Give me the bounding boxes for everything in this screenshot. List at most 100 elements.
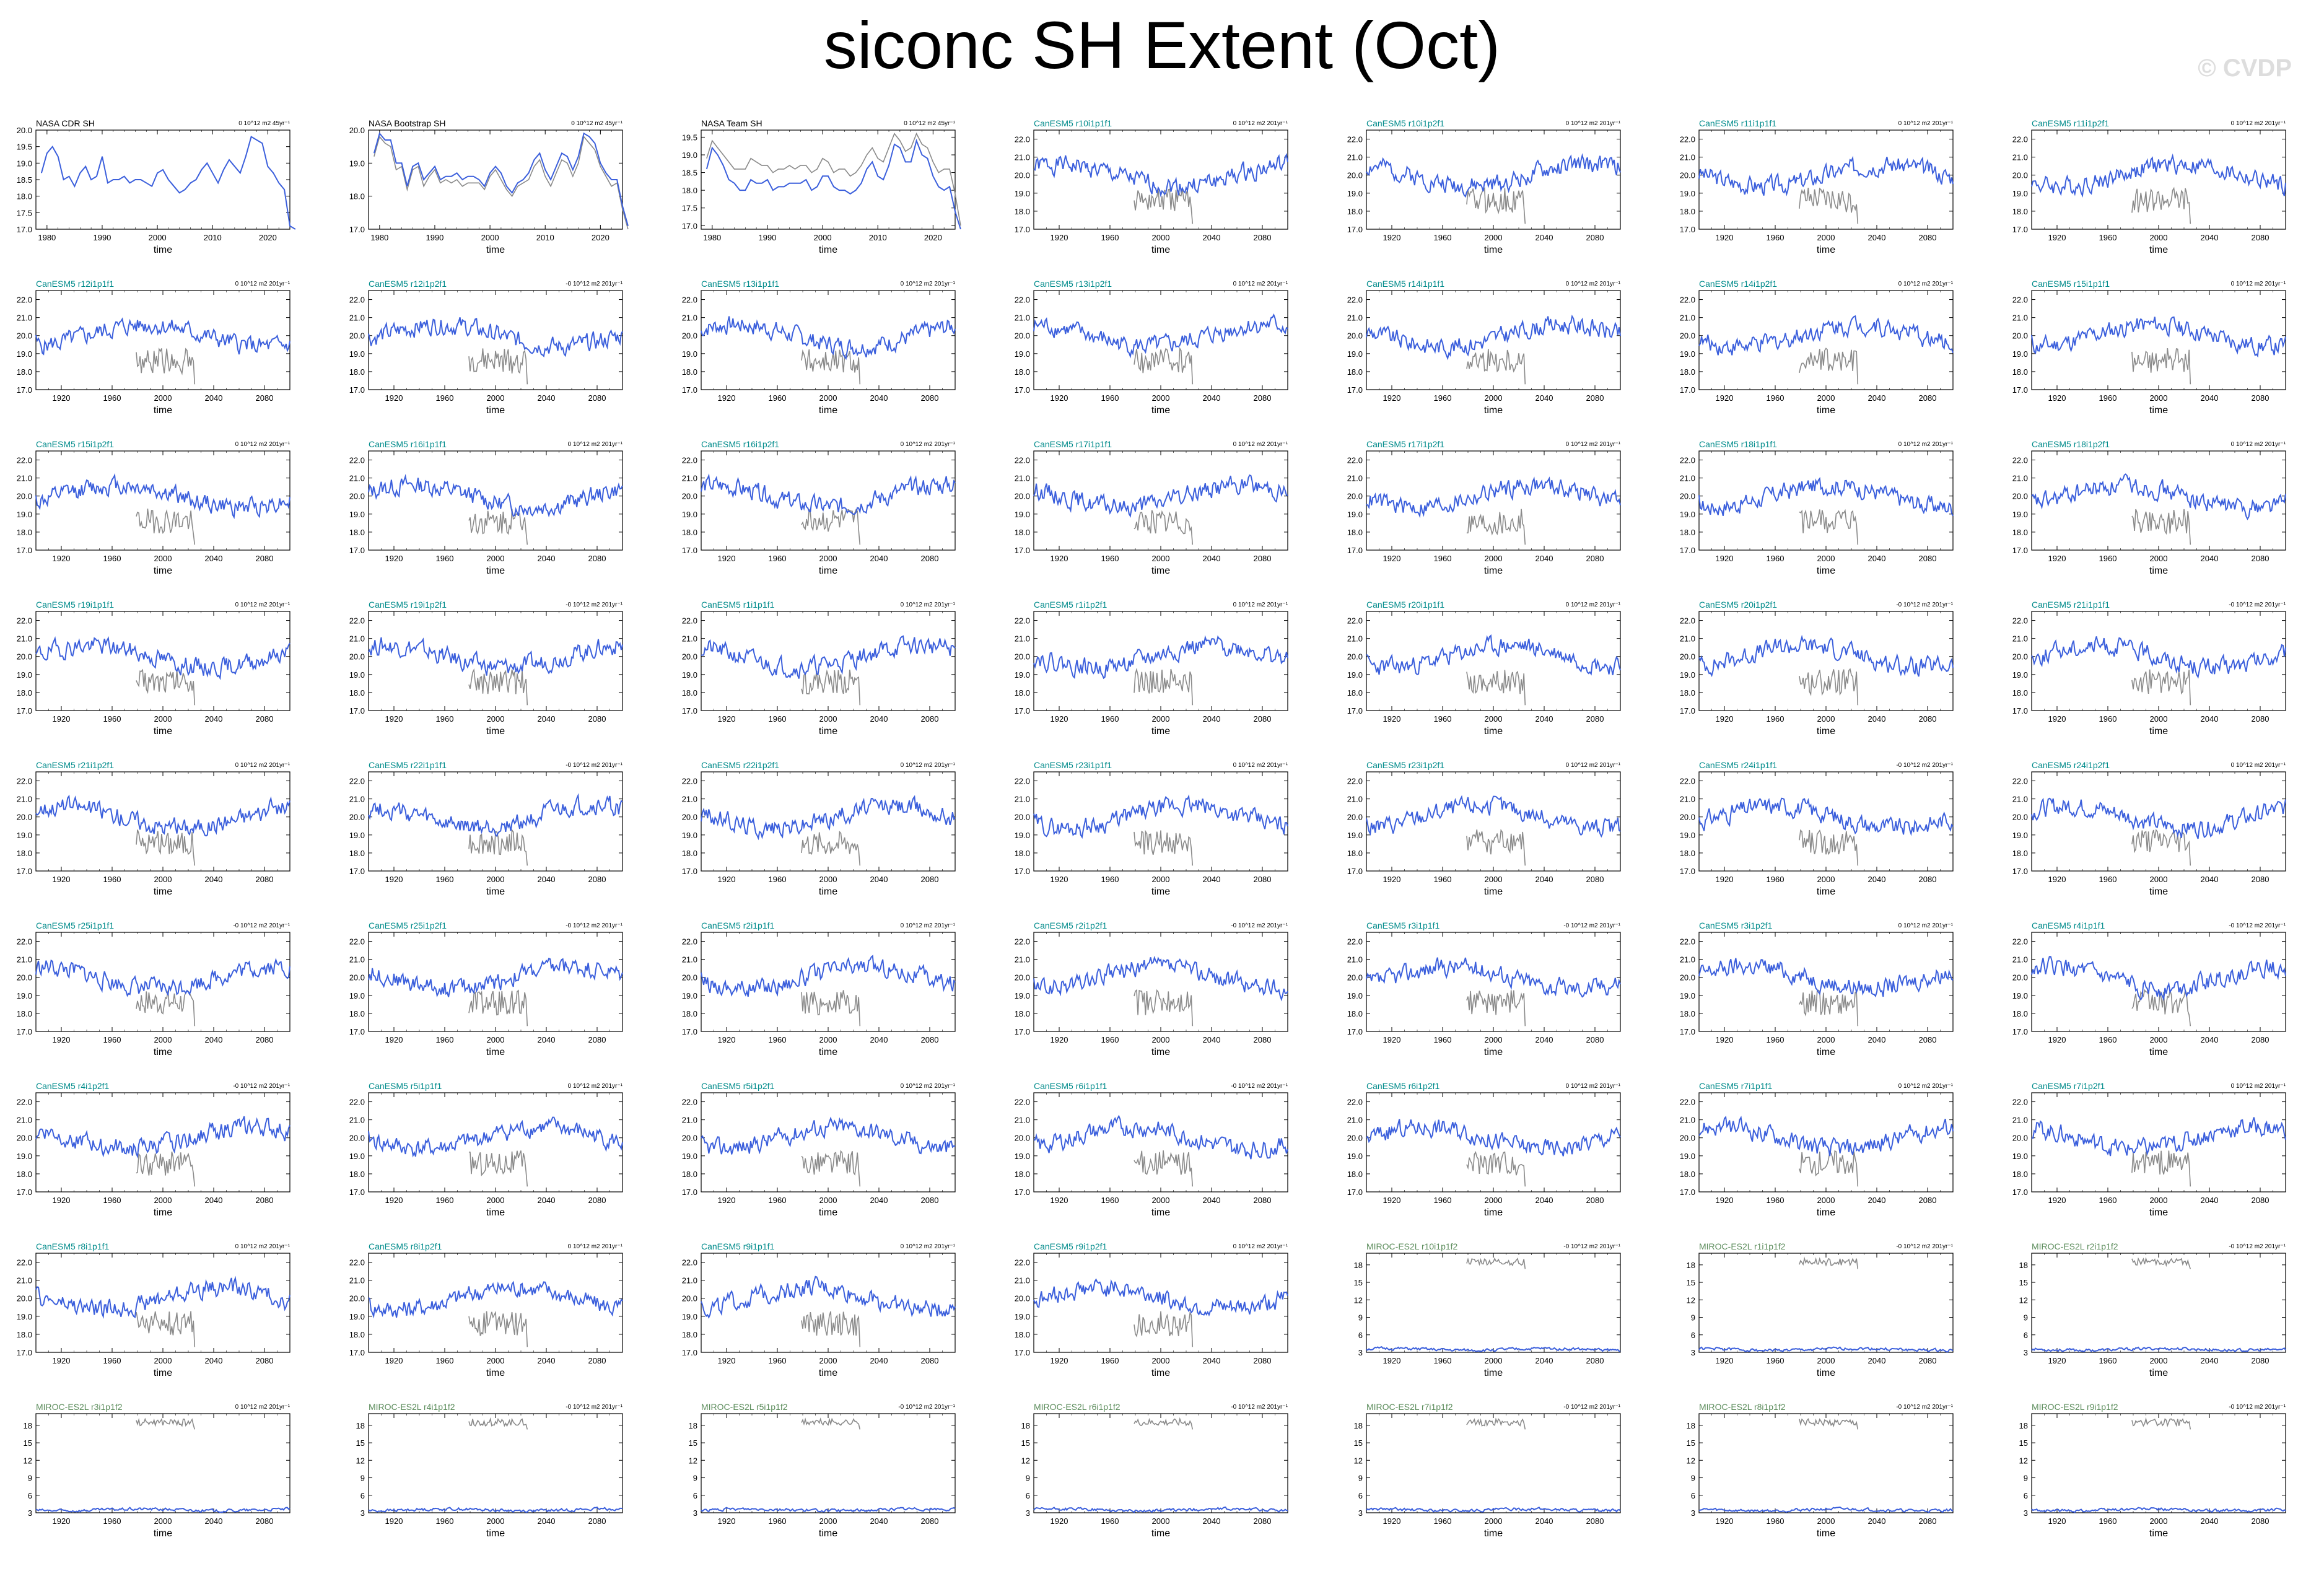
y-tick-label: 22.0 — [682, 456, 697, 465]
y-tick-label: 20.0 — [1680, 973, 1695, 982]
panel-title: CanESM5 r10i1p2f1 — [1366, 118, 1444, 128]
x-axis-label: time — [486, 726, 505, 737]
y-tick-label: 22.0 — [17, 1258, 32, 1267]
x-tick-label: 2000 — [1152, 875, 1170, 884]
y-tick-label: 21.0 — [2012, 313, 2028, 323]
plot-frame — [701, 932, 956, 1032]
panel-title: CanESM5 r17i1p2f1 — [1366, 439, 1444, 449]
x-tick-label: 1920 — [1716, 714, 1734, 724]
series-line — [1134, 667, 1194, 706]
panel-title: CanESM5 r11i1p2f1 — [2032, 118, 2109, 128]
y-tick-label: 19.0 — [17, 349, 32, 359]
x-tick-label: 2000 — [1817, 554, 1835, 563]
y-tick-label: 19.0 — [349, 349, 365, 359]
x-tick-label: 2000 — [1817, 714, 1835, 724]
y-tick-label: 21.0 — [1680, 795, 1695, 804]
x-tick-label: 2000 — [1485, 393, 1503, 403]
y-tick-label: 3 — [360, 1508, 365, 1518]
chart-panel: CanESM5 r13i1p2f1 0 10^12 m2 201yr⁻¹ 17.0 1… — [1015, 279, 1288, 416]
y-tick-label: 22.0 — [349, 456, 365, 465]
series-line — [1366, 1346, 1620, 1352]
panel-title: CanESM5 r5i1p2f1 — [701, 1081, 775, 1091]
series-line — [1799, 668, 1859, 706]
y-tick-label: 9 — [1358, 1313, 1363, 1323]
x-tick-label: 1960 — [103, 875, 121, 884]
x-tick-label: 1920 — [53, 1356, 71, 1365]
y-tick-label: 19.0 — [349, 670, 365, 680]
y-tick-label: 19.0 — [682, 831, 697, 840]
y-tick-label: 6 — [693, 1491, 697, 1500]
y-tick-label: 17.0 — [1680, 867, 1695, 876]
x-tick-label: 1920 — [385, 875, 403, 884]
y-tick-label: 20.0 — [1015, 1134, 1030, 1143]
x-tick-label: 2080 — [2252, 875, 2269, 884]
y-tick-label: 19.0 — [682, 1152, 697, 1161]
series-line — [40, 136, 296, 230]
x-axis-label: time — [154, 1047, 172, 1057]
chart-panel: CanESM5 r9i1p2f1 0 10^12 m2 201yr⁻¹ 17.0 18… — [1015, 1241, 1288, 1378]
y-tick-label: 19.0 — [682, 1312, 697, 1321]
series-line — [374, 135, 629, 230]
panel-title: CanESM5 r13i1p2f1 — [1034, 279, 1112, 289]
y-tick-label: 21.0 — [349, 1116, 365, 1125]
x-tick-label: 1990 — [426, 233, 443, 242]
y-tick-label: 18.0 — [349, 849, 365, 858]
chart-panel: CanESM5 r19i1p2f1 -0 10^12 m2 201yr⁻¹ 17.0… — [349, 600, 623, 737]
chart-panel: CanESM5 r5i1p2f1 0 10^12 m2 201yr⁻¹ 17.0 18… — [682, 1081, 956, 1218]
x-axis-label: time — [2149, 886, 2168, 897]
x-tick-label: 1920 — [1383, 233, 1401, 242]
panel-title: MIROC-ES2L r5i1p1f2 — [701, 1402, 788, 1412]
panel-title: MIROC-ES2L r10i1p1f2 — [1366, 1241, 1458, 1251]
panel-title: NASA Bootstrap SH — [369, 118, 446, 128]
panel-title: CanESM5 r10i1p1f1 — [1034, 118, 1112, 128]
series-line — [1466, 670, 1526, 706]
trend-label: 0 10^12 m2 201yr⁻¹ — [1566, 120, 1621, 127]
x-tick-label: 2040 — [1203, 1196, 1221, 1205]
x-tick-label: 2040 — [1868, 1196, 1886, 1205]
y-tick-label: 18.0 — [17, 367, 32, 377]
panel-title: CanESM5 r11i1p1f1 — [1699, 118, 1776, 128]
y-tick-label: 3 — [1691, 1348, 1695, 1357]
x-tick-label: 1920 — [385, 393, 403, 403]
x-tick-label: 1920 — [718, 393, 736, 403]
chart-panel: CanESM5 r7i1p1f1 0 10^12 m2 201yr⁻¹ 17.0 18… — [1680, 1081, 1954, 1218]
plot-frame — [368, 611, 623, 711]
series-line — [1033, 1278, 1288, 1317]
panel-title: CanESM5 r9i1p1f1 — [701, 1241, 775, 1251]
y-tick-label: 21.0 — [1015, 153, 1030, 162]
plot-frame — [368, 1253, 623, 1353]
y-tick-label: 20.0 — [1347, 973, 1363, 982]
y-tick-label: 19.0 — [1680, 189, 1695, 198]
x-tick-label: 2040 — [205, 393, 223, 403]
x-axis-label: time — [1484, 886, 1503, 897]
y-tick-label: 22.0 — [349, 1258, 365, 1267]
y-tick-label: 21.0 — [1680, 474, 1695, 483]
y-tick-label: 20.0 — [349, 331, 365, 341]
x-tick-label: 1920 — [1383, 1035, 1401, 1044]
y-tick-label: 18.0 — [349, 1009, 365, 1018]
trend-label: -0 10^12 m2 201yr⁻¹ — [1231, 1404, 1288, 1411]
series-line — [468, 348, 528, 385]
trend-label: 0 10^12 m2 201yr⁻¹ — [235, 1243, 290, 1250]
series-line — [136, 1151, 196, 1187]
trend-label: -0 10^12 m2 201yr⁻¹ — [566, 922, 622, 929]
x-tick-label: 1920 — [53, 1196, 71, 1205]
y-tick-label: 21.0 — [17, 795, 32, 804]
y-tick-label: 18.0 — [2012, 1009, 2028, 1018]
x-tick-label: 2040 — [205, 1035, 223, 1044]
series-line — [801, 1311, 861, 1347]
y-tick-label: 21.0 — [1680, 313, 1695, 323]
x-axis-label: time — [154, 405, 172, 416]
y-tick-label: 17.0 — [682, 221, 697, 230]
plot-frame — [368, 1413, 623, 1513]
x-axis-label: time — [819, 726, 837, 737]
y-tick-label: 19.0 — [682, 510, 697, 519]
series-line — [801, 1150, 861, 1187]
y-tick-label: 20.0 — [1347, 171, 1363, 180]
x-tick-label: 1960 — [769, 875, 787, 884]
chart-panel: MIROC-ES2L r6i1p1f2 -0 10^12 m2 201yr⁻¹ 3 6… — [1021, 1402, 1288, 1539]
plot-frame — [35, 932, 290, 1032]
series-line — [1033, 1506, 1288, 1513]
chart-panel: MIROC-ES2L r5i1p1f2 -0 10^12 m2 201yr⁻¹ 3 6… — [689, 1402, 956, 1539]
x-tick-label: 2040 — [1868, 393, 1886, 403]
